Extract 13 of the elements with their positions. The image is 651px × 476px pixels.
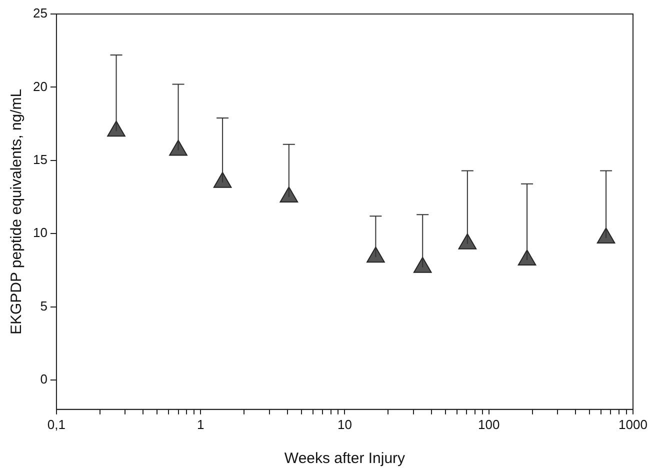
y-tick-label: 15 [32,152,48,168]
y-tick-label: 20 [32,78,48,94]
x-tick-label: 0,1 [47,416,66,432]
y-axis-title: EKGPDP peptide equivalents, ng/mL [8,88,26,335]
x-tick-label: 1 [196,416,204,432]
y-tick-label: 10 [32,225,48,240]
y-tick-label: 25 [32,6,48,21]
y-tick-label: 5 [40,298,48,314]
x-axis-title: Weeks after Injury [284,450,406,468]
x-tick-label: 100 [478,416,500,432]
x-tick-label: 10 [337,416,352,432]
y-tick-label: 0 [40,372,48,387]
x-tick-label: 1000 [618,416,648,432]
